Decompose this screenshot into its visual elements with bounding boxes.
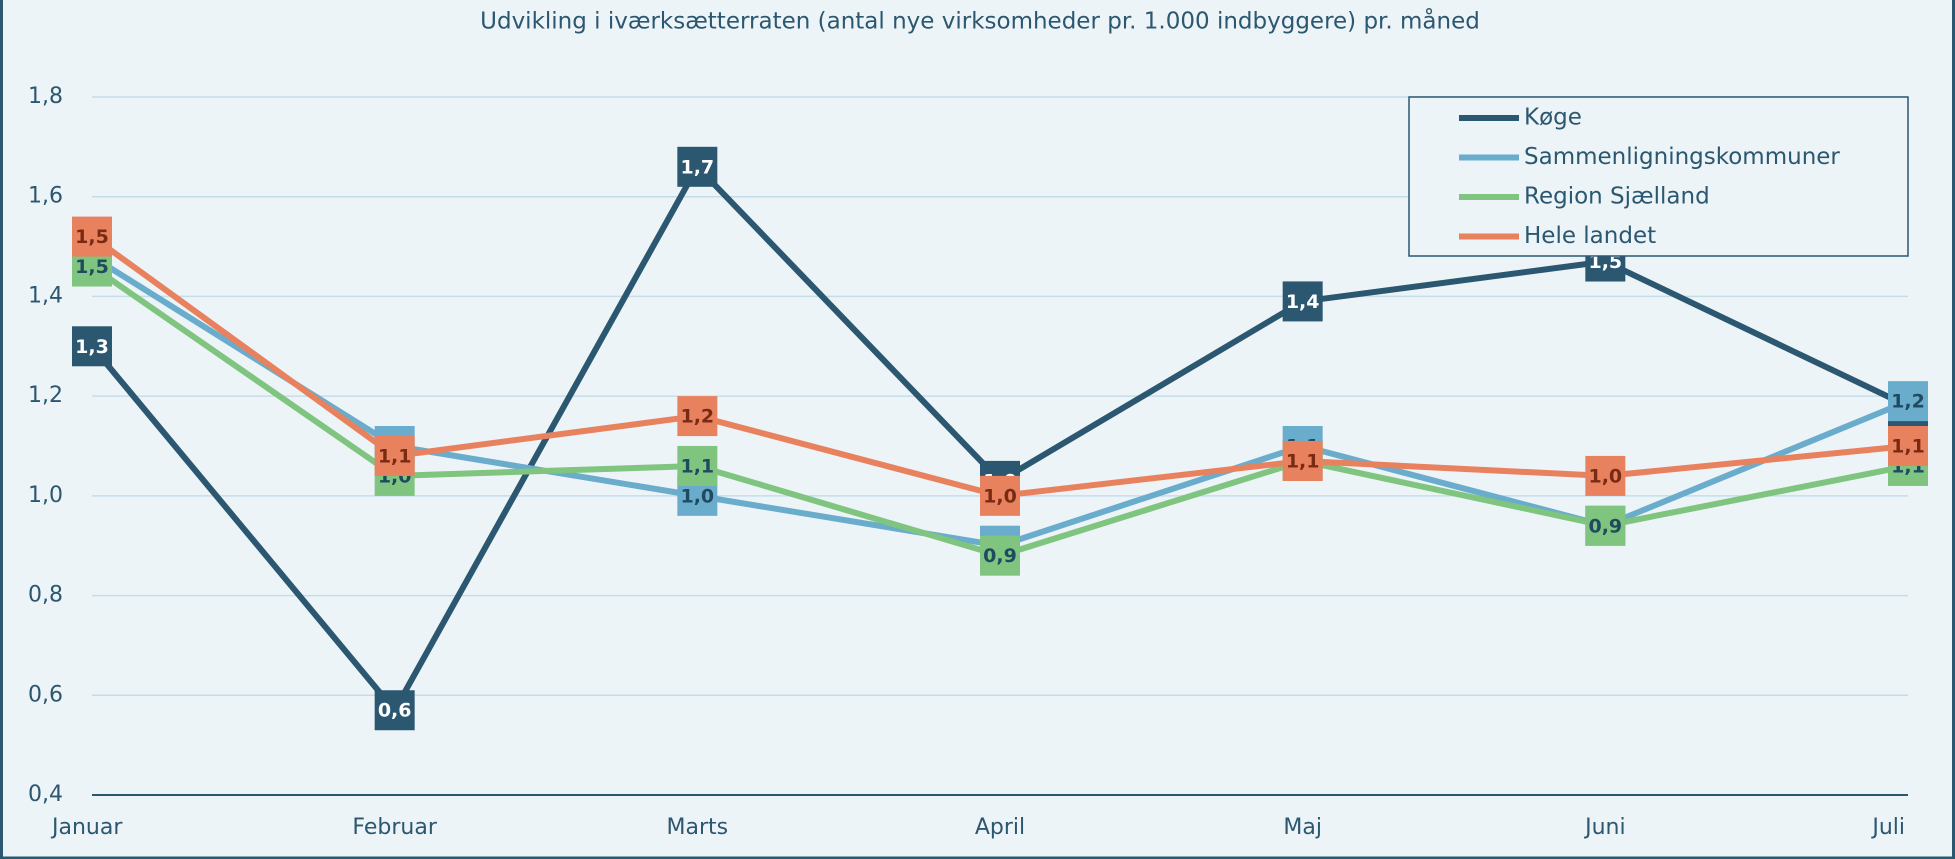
- chart-title: Udvikling i iværksætterraten (antal nye …: [480, 7, 1480, 35]
- x-tick-label: Maj: [1283, 815, 1322, 840]
- x-tick-label: Juni: [1583, 815, 1626, 840]
- data-label: 0,9: [1588, 515, 1622, 537]
- data-label: 1,0: [983, 485, 1017, 507]
- data-label: 1,7: [680, 156, 714, 178]
- x-tick-label: Marts: [667, 815, 729, 840]
- data-label: 1,1: [378, 445, 412, 467]
- data-label: 1,1: [680, 455, 714, 477]
- x-tick-label: Juli: [1870, 815, 1905, 840]
- data-label-box: [677, 396, 718, 437]
- data-label: 1,5: [75, 256, 109, 278]
- data-label: 1,1: [1286, 450, 1320, 472]
- data-label-box: [980, 475, 1020, 516]
- y-tick-label: 1,4: [28, 283, 63, 308]
- legend-label: Hele landet: [1524, 223, 1656, 249]
- data-label-box: [677, 146, 718, 187]
- data-label: 1,4: [1286, 291, 1320, 313]
- legend-box: [1408, 96, 1909, 257]
- data-label-box: [1282, 440, 1323, 481]
- data-label-box: [374, 690, 415, 731]
- data-label: 1,2: [1891, 391, 1925, 413]
- data-label-box: [72, 216, 112, 257]
- y-tick-label: 1,2: [28, 383, 63, 408]
- data-label: 1,0: [680, 485, 714, 507]
- data-label-box: [1282, 281, 1323, 322]
- y-tick-label: 0,8: [28, 583, 63, 608]
- data-label-box: [980, 535, 1020, 576]
- data-label-box: [1585, 505, 1626, 546]
- y-tick-label: 1,6: [28, 184, 63, 209]
- legend-label: Region Sjælland: [1524, 184, 1710, 210]
- data-label-box: [677, 445, 718, 486]
- data-label-box: [1888, 381, 1928, 422]
- data-label: 1,1: [1891, 436, 1925, 458]
- data-label: 1,5: [75, 226, 109, 248]
- data-label: 1,0: [1588, 465, 1622, 487]
- y-tick-label: 0,6: [28, 682, 63, 707]
- x-tick-label: Januar: [50, 815, 123, 840]
- data-label-box: [374, 435, 415, 476]
- data-label-box: [1585, 455, 1626, 496]
- data-label-box: [72, 326, 112, 367]
- data-label: 0,6: [378, 700, 412, 722]
- y-tick-label: 0,4: [28, 782, 63, 807]
- data-label: 0,9: [983, 545, 1017, 567]
- legend-label: Sammenligningskommuner: [1524, 144, 1840, 170]
- x-tick-label: April: [975, 815, 1025, 840]
- data-label-box: [1888, 426, 1928, 466]
- data-label: 1,2: [680, 406, 714, 428]
- x-tick-label: Februar: [352, 815, 437, 840]
- y-tick-label: 1,8: [28, 84, 63, 109]
- y-tick-label: 1,0: [28, 483, 63, 508]
- data-label: 1,3: [75, 336, 109, 358]
- legend-label: Køge: [1524, 105, 1582, 131]
